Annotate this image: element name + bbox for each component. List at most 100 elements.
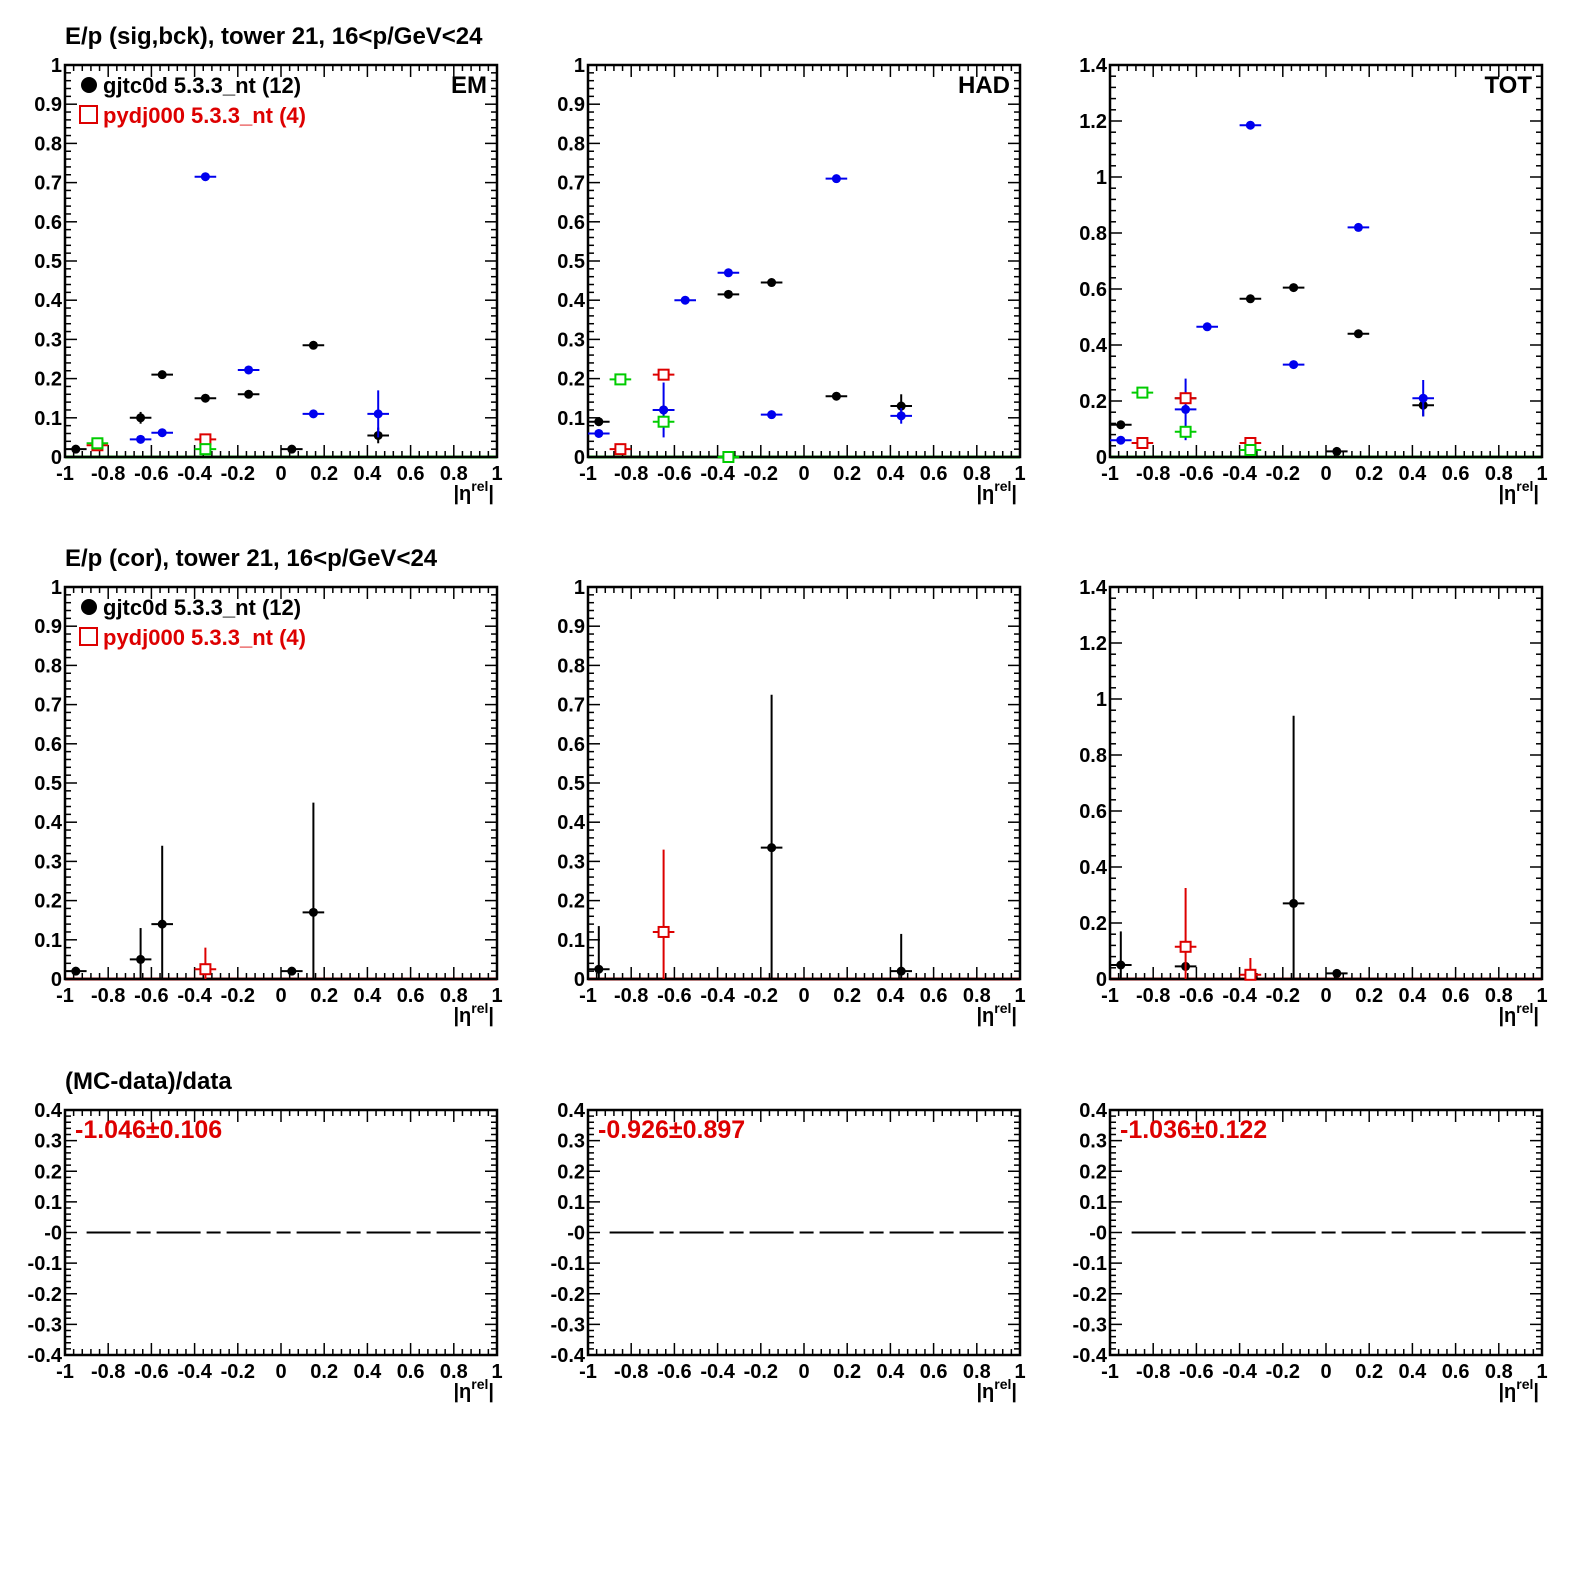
data-point — [723, 268, 733, 278]
x-tick-label: 0.6 — [1442, 1361, 1470, 1383]
data-point — [1181, 404, 1191, 414]
y-tick-label: 0.8 — [34, 655, 62, 677]
y-tick-label: -0.1 — [28, 1253, 62, 1275]
y-tick-label: 0.2 — [557, 369, 585, 391]
series-1 — [194, 947, 217, 979]
x-tick-label: -0.4 — [700, 463, 735, 485]
series-1 — [588, 174, 912, 438]
y-tick-label: -0.3 — [1073, 1314, 1107, 1336]
x-tick-label: -0.8 — [91, 985, 125, 1007]
x-tick-label: 0.8 — [1485, 1361, 1513, 1383]
y-tick-label: 0.6 — [1079, 801, 1107, 823]
x-tick-label: 0.2 — [833, 1361, 861, 1383]
data-point — [614, 373, 627, 386]
y-tick-label: -0 — [567, 1223, 585, 1245]
y-tick-label: 0.8 — [557, 655, 585, 677]
legend-row-1: gjtc0d 5.3.3_nt (12) pydj000 5.3.3_nt (4… — [79, 595, 306, 650]
data-point — [1116, 435, 1126, 445]
data-point — [723, 289, 733, 299]
x-tick-label: 0.8 — [1485, 463, 1513, 485]
panel-2-1: -1 -0.8 -0.6 -0.4 -0.2 0 0.2 0.4 0.6 0.8 1 -0.4 -0.3… — [551, 1100, 1026, 1403]
x-tick-label: 0.6 — [1442, 985, 1470, 1007]
x-tick-label: -0.2 — [744, 985, 778, 1007]
legend-marker-mc — [79, 627, 98, 646]
x-tick-label: -0.8 — [91, 1361, 125, 1383]
y-tick-label: 0.1 — [557, 1192, 585, 1214]
plot-frame — [586, 63, 1022, 459]
series-0 — [588, 278, 912, 427]
x-tick-label: 0 — [275, 985, 286, 1007]
data-point — [1179, 392, 1192, 405]
x-tick-label: 0.8 — [1485, 985, 1513, 1007]
y-tick-label: 0.9 — [557, 616, 585, 638]
x-tick-label: 0.6 — [920, 985, 948, 1007]
x-tick-label: -0.6 — [1179, 1361, 1213, 1383]
x-tick-label: 0.8 — [440, 1361, 468, 1383]
panel-1-2: -1 -0.8 -0.6 -0.4 -0.2 0 0.2 0.4 0.6 0.8 1 0 0.2 0.4 0… — [1079, 577, 1547, 1027]
data-point — [1116, 420, 1126, 430]
x-tick-label: 0.6 — [397, 985, 425, 1007]
x-tick-label: 0 — [798, 463, 809, 485]
data-point — [244, 365, 254, 375]
x-tick-label: 1 — [1014, 985, 1025, 1007]
data-point — [831, 174, 841, 184]
data-point — [1244, 968, 1257, 981]
y-tick-label: 0.8 — [1079, 745, 1107, 767]
data-point — [657, 368, 670, 381]
y-tick-label: -0 — [44, 1223, 62, 1245]
data-point — [373, 409, 383, 419]
x-tick-label: 0.4 — [353, 463, 382, 485]
y-tick-label: -0.2 — [28, 1284, 62, 1306]
data-point — [614, 443, 627, 456]
y-tick-label: 0 — [1096, 447, 1107, 469]
data-point — [157, 428, 167, 438]
data-point — [1202, 322, 1212, 332]
x-tick-label: -0.4 — [1222, 985, 1257, 1007]
y-tick-label: 0.4 — [557, 1100, 586, 1122]
data-point — [1244, 444, 1257, 456]
data-point — [594, 428, 604, 438]
y-tick-label: 1.4 — [1079, 55, 1108, 77]
y-tick-label: 0.4 — [34, 290, 63, 312]
data-point — [199, 963, 212, 976]
data-point — [896, 966, 906, 976]
y-tick-label: 0.4 — [1079, 857, 1108, 879]
panel-1-0: -1 -0.8 -0.6 -0.4 -0.2 0 0.2 0.4 0.6 0.8 1 0 0.1 0.2 0… — [34, 577, 502, 1027]
y-tick-label: 1 — [1096, 689, 1107, 711]
data-point — [1245, 120, 1255, 130]
legend-marker-data — [81, 77, 97, 93]
y-tick-label: 0.9 — [557, 94, 585, 116]
y-tick-label: 0.1 — [34, 1192, 62, 1214]
data-point — [722, 451, 735, 463]
data-point — [1353, 329, 1363, 339]
x-tick-label: 0.6 — [397, 1361, 425, 1383]
legend-marker-mc — [79, 105, 98, 124]
row-title-0: E/p (sig,bck), tower 21, 16<p/GeV<24 — [65, 23, 483, 50]
y-tick-label: 0.2 — [1079, 1161, 1107, 1183]
x-tick-label: -0.2 — [1266, 463, 1300, 485]
y-tick-label: 0.4 — [557, 290, 586, 312]
x-tick-label: -0.8 — [1136, 985, 1170, 1007]
data-point — [244, 389, 254, 399]
y-tick-label: -0.1 — [551, 1253, 585, 1275]
x-tick-label: 0.6 — [1442, 463, 1470, 485]
x-tick-label: -0.6 — [134, 985, 168, 1007]
x-tick-label: 0.8 — [963, 1361, 991, 1383]
x-tick-label: 1 — [491, 463, 502, 485]
data-point — [1289, 283, 1299, 293]
x-tick-label: 0.2 — [833, 463, 861, 485]
data-point — [200, 393, 210, 403]
x-tick-label: 0 — [1320, 985, 1331, 1007]
row-titles: E/p (sig,bck), tower 21, 16<p/GeV<24 E/p… — [65, 23, 483, 1095]
y-tick-label: 1 — [51, 577, 62, 599]
x-tick-label: -1 — [1101, 1361, 1119, 1383]
y-tick-label: 0.1 — [34, 930, 62, 952]
data-point — [657, 415, 670, 428]
data-point — [199, 433, 212, 446]
series-0 — [65, 340, 389, 454]
x-tick-label: -0.6 — [1179, 463, 1213, 485]
data-point — [767, 278, 777, 288]
x-tick-label: -0.2 — [221, 1361, 255, 1383]
y-tick-label: 0.9 — [34, 94, 62, 116]
data-point — [1289, 898, 1299, 908]
